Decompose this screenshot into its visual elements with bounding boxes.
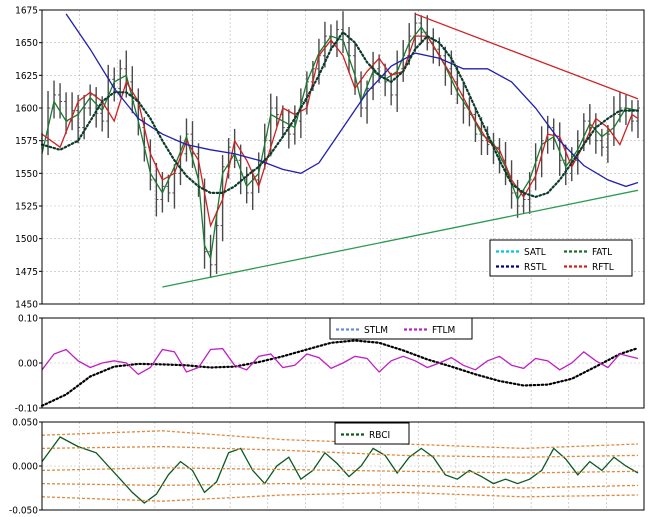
price-panel: 1450 1475 1500 1525 1550 1575 1600 1625 1650 1675…	[15, 6, 645, 311]
series-band	[41, 482, 639, 489]
y-tick-label: 1475	[15, 267, 38, 278]
legend-box	[489, 239, 633, 277]
y-tick-label: 1675	[15, 6, 38, 17]
legend-box	[329, 317, 473, 340]
series-fatl	[41, 25, 639, 261]
momentum-panel: -0.10 0.00 0.10 STLM FTLM	[15, 314, 645, 415]
legend: SATL FATL RSTL RFTL	[489, 239, 633, 277]
y-tick-label: 1500	[15, 234, 38, 245]
y-tick-label: 1625	[15, 71, 38, 82]
series-satl	[40, 30, 640, 199]
legend-box	[334, 422, 410, 445]
y-tick-label: 1450	[15, 300, 38, 311]
y-tick-label: 1575	[15, 136, 38, 147]
series-rbci	[41, 436, 639, 504]
y-tick-label: 0.00	[18, 359, 38, 370]
series-band	[41, 467, 639, 474]
y-tick-label: 1525	[15, 202, 38, 213]
y-tick-label: 0.000	[12, 462, 38, 473]
legend-label-rstl: RSTL	[524, 262, 546, 273]
legend-label-ftlm: FTLM	[432, 325, 455, 336]
y-tick-label: 0.050	[12, 418, 38, 429]
legend-label-stlm: STLM	[364, 325, 388, 336]
series-rstl	[65, 13, 639, 188]
legend-label-rbci: RBCI	[369, 430, 390, 441]
y-tick-label: -0.050	[9, 506, 38, 517]
oscillator-panel: -0.050 0.000 0.050 RBCI	[9, 418, 645, 517]
y-tick-label: 1550	[15, 169, 38, 180]
legend-label-satl: SATL	[524, 247, 546, 258]
plot-frame	[41, 9, 645, 305]
y-tick-label: -0.10	[15, 404, 39, 415]
trendline-resistance	[415, 13, 639, 100]
series-ftlm	[41, 347, 639, 376]
series-stlm	[40, 339, 640, 407]
y-tick-label: 1650	[15, 38, 38, 49]
trendline-support	[162, 189, 639, 288]
legend-label-rftl: RFTL	[592, 262, 614, 273]
series-band	[41, 445, 639, 458]
plot-frame	[41, 421, 645, 511]
legend: STLM FTLM	[329, 317, 473, 340]
series-rftl	[41, 35, 639, 228]
y-tick-label: 1600	[15, 104, 38, 115]
legend: RBCI	[334, 422, 410, 445]
series-band	[41, 491, 639, 502]
y-tick-label: 0.10	[18, 314, 38, 325]
legend-label-fatl: FATL	[592, 247, 612, 258]
